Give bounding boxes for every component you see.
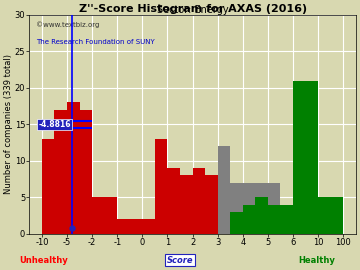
Bar (293, 80, 318, 234)
Bar (180, 176, 193, 234)
Title: Z''-Score Histogram for AXAS (2016): Z''-Score Histogram for AXAS (2016) (78, 4, 307, 14)
Text: The Research Foundation of SUNY: The Research Foundation of SUNY (36, 39, 155, 45)
Y-axis label: Number of companies (339 total): Number of companies (339 total) (4, 54, 13, 194)
Bar (155, 139, 167, 234)
Text: Sector: Energy: Sector: Energy (157, 5, 228, 15)
Bar (268, 205, 280, 234)
Bar (42, 139, 54, 234)
Bar (268, 183, 280, 234)
Bar (142, 219, 155, 234)
Bar (230, 183, 243, 234)
Text: Healthy: Healthy (298, 256, 335, 265)
Bar (318, 197, 343, 234)
Bar (117, 219, 142, 234)
Bar (205, 176, 218, 234)
Text: Unhealthy: Unhealthy (19, 256, 68, 265)
Bar (306, 212, 318, 234)
Bar (92, 197, 117, 234)
Bar (193, 168, 205, 234)
Bar (255, 197, 268, 234)
Bar (280, 205, 293, 234)
Bar (230, 212, 243, 234)
Bar (243, 183, 255, 234)
Bar (218, 146, 230, 234)
Bar (167, 168, 180, 234)
Bar (80, 110, 92, 234)
Text: -4.8816: -4.8816 (38, 120, 71, 129)
Text: Score: Score (167, 256, 193, 265)
Bar (54, 110, 67, 234)
Bar (293, 219, 306, 234)
Bar (255, 183, 268, 234)
Bar (280, 212, 293, 234)
Bar (243, 205, 255, 234)
Text: ©www.textbiz.org: ©www.textbiz.org (36, 22, 99, 28)
Bar (67, 103, 80, 234)
